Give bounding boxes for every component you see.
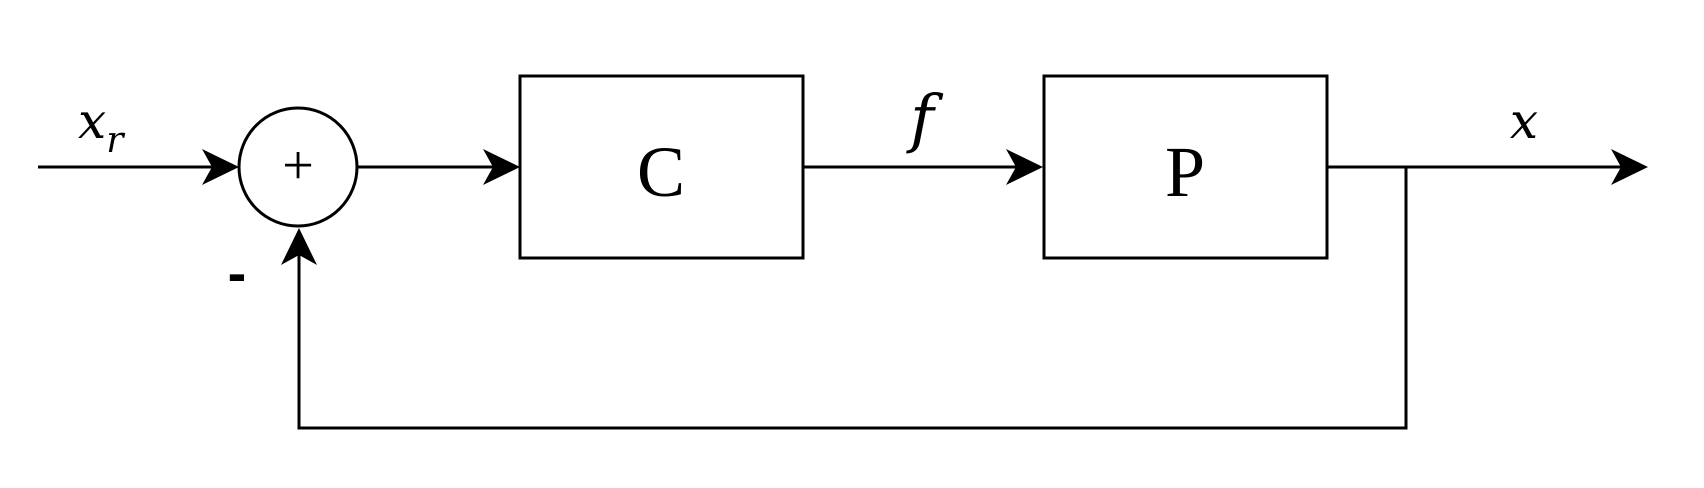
plant-input-arrowhead xyxy=(1006,149,1043,185)
input-label-base: x xyxy=(78,92,106,150)
summing-junction-symbol: + xyxy=(282,135,314,197)
output-label: x xyxy=(1510,92,1538,150)
feedback-path xyxy=(297,167,1408,430)
controller-block xyxy=(518,74,805,260)
input-label-subscript: r xyxy=(106,120,125,161)
feedback-arrowhead xyxy=(281,228,317,265)
signal-label: f xyxy=(906,82,944,156)
plant-label: P xyxy=(1165,132,1205,212)
input-label: xr xyxy=(78,92,125,161)
input-arrowhead xyxy=(202,149,239,185)
output-arrowhead xyxy=(1611,149,1648,185)
feedback-sign: - xyxy=(228,241,247,304)
plant-block xyxy=(1042,74,1329,260)
controller-label: C xyxy=(637,132,685,212)
controller-input-arrowhead xyxy=(483,149,520,185)
